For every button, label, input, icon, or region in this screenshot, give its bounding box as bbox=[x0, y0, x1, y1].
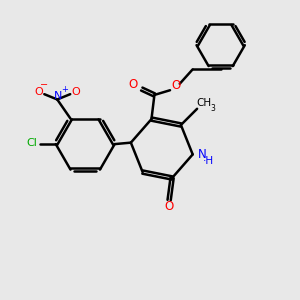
Text: CH: CH bbox=[196, 98, 211, 109]
Text: O: O bbox=[164, 200, 174, 213]
Text: N: N bbox=[198, 148, 206, 161]
Text: O: O bbox=[71, 86, 80, 97]
Text: −: − bbox=[40, 80, 48, 90]
Text: O: O bbox=[128, 78, 137, 91]
Text: Cl: Cl bbox=[26, 138, 37, 148]
Text: O: O bbox=[34, 86, 43, 97]
Text: ·H: ·H bbox=[203, 156, 214, 166]
Text: +: + bbox=[61, 85, 68, 94]
Text: N: N bbox=[54, 91, 62, 101]
Text: O: O bbox=[171, 79, 181, 92]
Text: 3: 3 bbox=[210, 104, 215, 113]
